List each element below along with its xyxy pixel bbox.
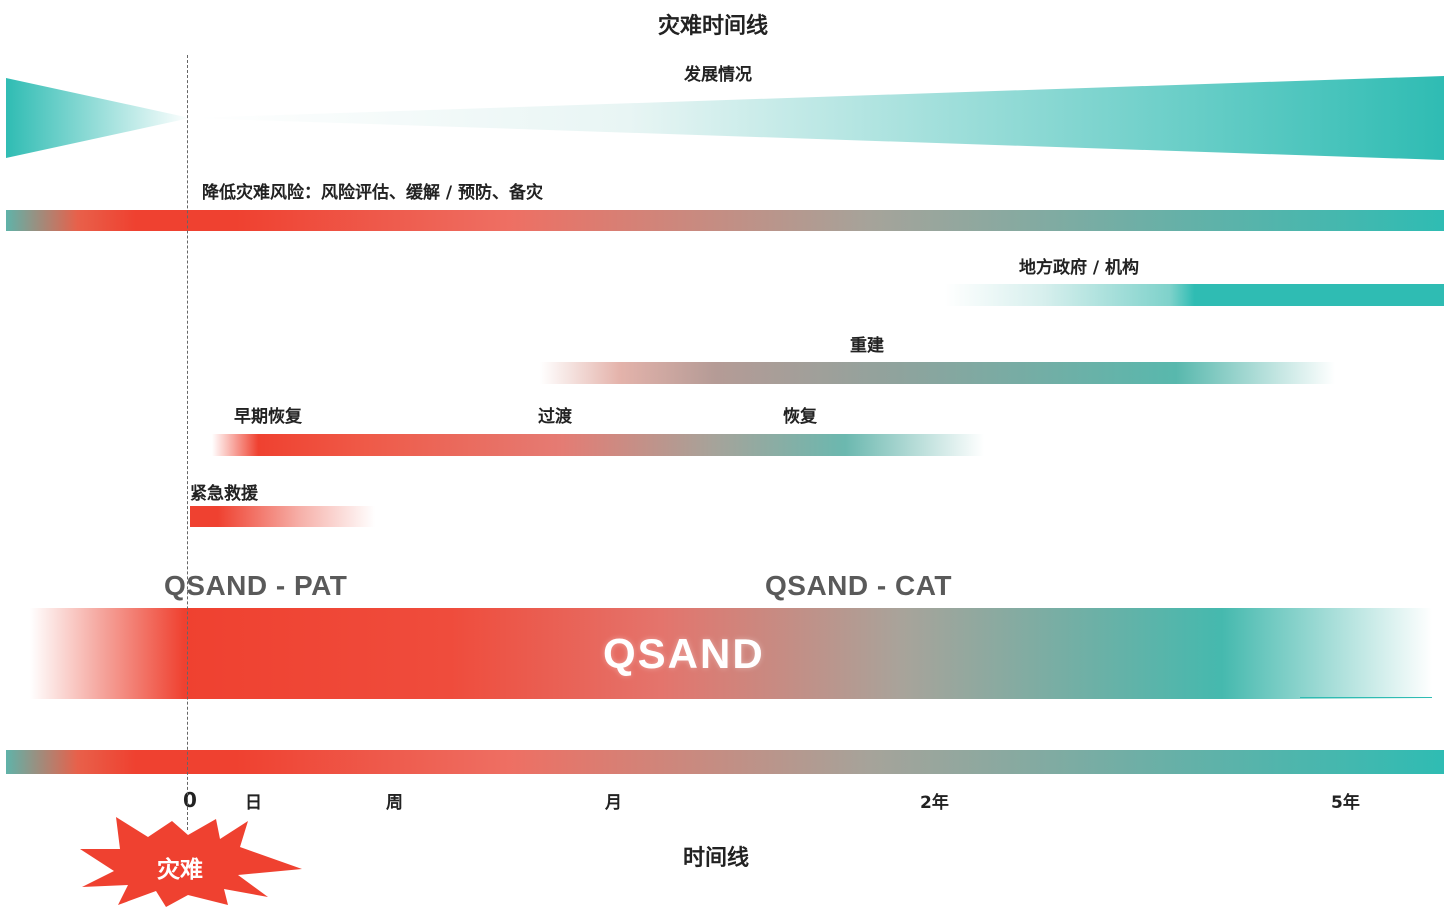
early-recovery-label: 早期恢复: [234, 407, 302, 427]
emergency-relief-bar: [190, 506, 375, 527]
qsand-label: QSAND: [603, 630, 765, 677]
tick-day: 日: [245, 793, 262, 813]
qsand-bar: [30, 608, 1432, 699]
tick-2-years: 2年: [920, 793, 949, 813]
development-label: 发展情况: [684, 65, 752, 85]
disaster-starburst: [80, 817, 302, 907]
starburst-shape: [80, 817, 302, 907]
diagram-title: 灾难时间线: [658, 14, 769, 39]
tick-month: 月: [605, 793, 622, 813]
risk-reduction-label: 降低灾难风险：风险评估、缓解 / 预防、备灾: [202, 183, 544, 203]
development-wedge: [6, 76, 1444, 160]
recovery-bar: [212, 434, 984, 456]
recovery-label: 恢复: [783, 407, 817, 427]
tick-week: 周: [386, 793, 403, 813]
timeline-bar: [6, 750, 1444, 774]
emergency-relief-label: 紧急救援: [190, 484, 258, 504]
risk-reduction-bar: [6, 210, 1444, 231]
qsand-bar-underline: [1300, 697, 1432, 698]
qsand-cat-label: QSAND - CAT: [765, 570, 952, 601]
transition-label: 过渡: [538, 407, 572, 427]
timeline-axis-label: 时间线: [683, 846, 750, 871]
reconstruction-label: 重建: [850, 336, 884, 356]
zero-dashed-line: [187, 55, 188, 830]
disaster-label: 灾难: [157, 857, 203, 883]
local-government-label: 地方政府 / 机构: [1019, 258, 1140, 278]
development-wedge-right: [190, 76, 1444, 160]
reconstruction-bar: [540, 362, 1335, 384]
tick-5-years: 5年: [1331, 793, 1360, 813]
local-government-bar: [945, 284, 1444, 306]
tick-zero: 0: [183, 788, 197, 812]
qsand-pat-label: QSAND - PAT: [164, 570, 348, 601]
development-wedge-left: [6, 78, 190, 158]
